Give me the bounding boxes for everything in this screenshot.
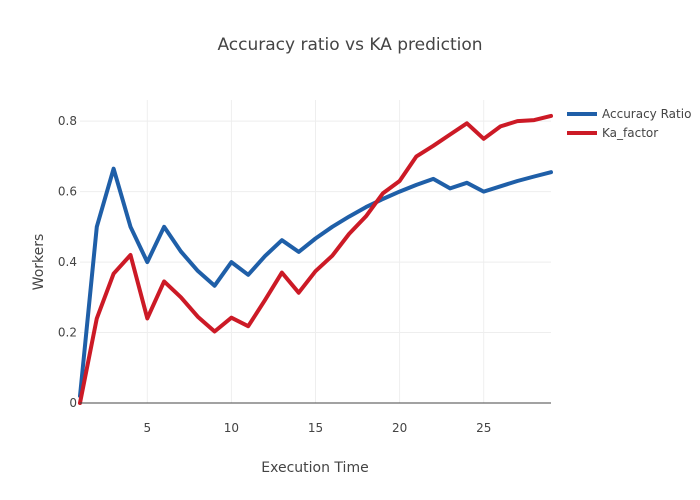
y-tick-label: 0.2: [58, 326, 77, 340]
x-tick-label: 10: [224, 421, 239, 435]
x-tick-label: 5: [143, 421, 151, 435]
x-tick-label: 20: [392, 421, 407, 435]
legend[interactable]: Accuracy Ratio Ka_factor: [567, 107, 691, 140]
y-axis-title: Workers: [31, 234, 47, 291]
legend-label: Ka_factor: [602, 126, 658, 140]
y-tick-label: 0: [69, 396, 77, 410]
legend-item-accuracy-ratio[interactable]: Accuracy Ratio: [567, 107, 691, 121]
series-line-ka-factor: [78, 113, 553, 405]
axes: 5 10 15 20 25 0 0.2 0.4 0.6 0.8: [58, 114, 551, 435]
grid-lines: [80, 100, 551, 403]
legend-item-ka-factor[interactable]: Ka_factor: [567, 126, 658, 140]
x-tick-label: 15: [308, 421, 323, 435]
y-tick-label: 0.8: [58, 114, 77, 128]
x-tick-label: 25: [476, 421, 491, 435]
y-tick-label: 0.4: [58, 255, 77, 269]
y-tick-label: 0.6: [58, 185, 77, 199]
x-axis-title: Execution Time: [261, 460, 368, 476]
series-line-accuracy-ratio: [78, 166, 553, 398]
chart-title: Accuracy ratio vs KA prediction: [217, 35, 482, 55]
series-lines: [78, 113, 553, 405]
legend-label: Accuracy Ratio: [602, 107, 691, 121]
